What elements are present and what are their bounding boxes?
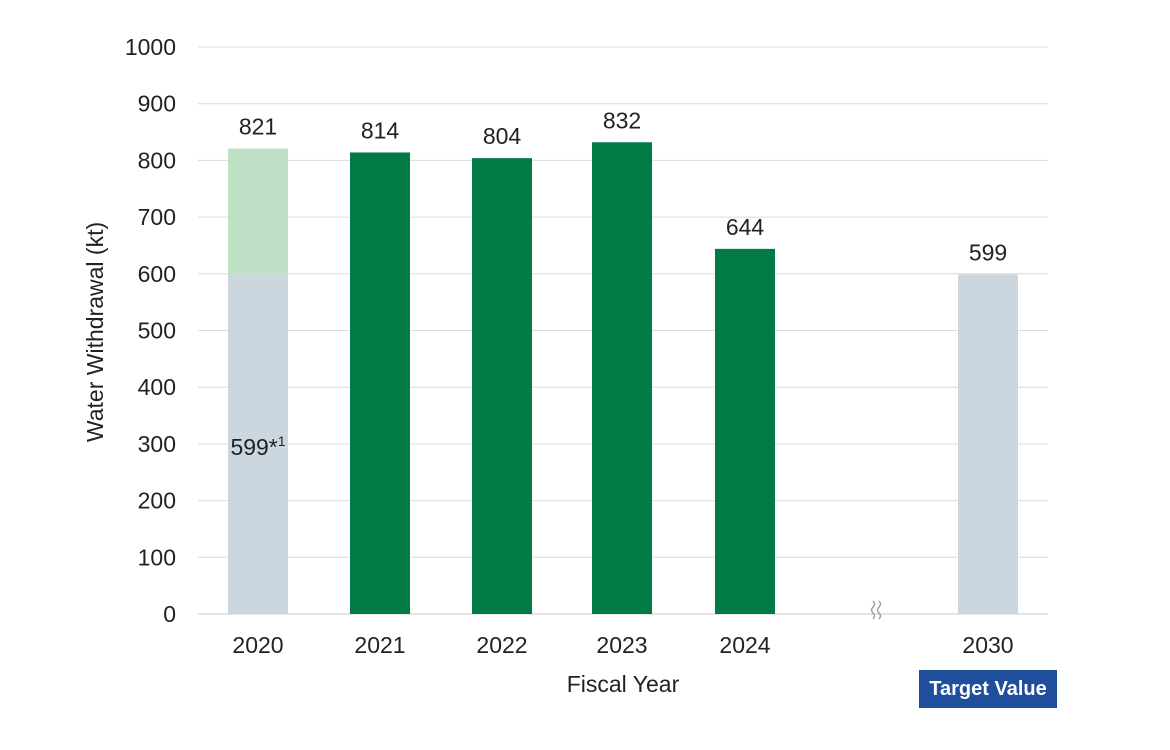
x-tick-label-2021: 2021 <box>354 632 405 658</box>
y-tick-label-300: 300 <box>138 431 176 457</box>
y-tick-label-400: 400 <box>138 374 176 400</box>
y-tick-label-100: 100 <box>138 544 176 570</box>
y-axis-title: Water Withdrawal (kt) <box>82 222 108 442</box>
bars <box>228 142 1018 615</box>
x-tick-label-2020: 2020 <box>232 632 283 658</box>
y-tick-label-500: 500 <box>138 318 176 344</box>
data-label-2030: 599 <box>969 239 1007 265</box>
data-label-2024: 644 <box>726 214 765 240</box>
x-axis-ticks: 2020 2021 2022 2023 2024 2030 <box>232 632 1013 658</box>
bar-2024-segment-2 <box>715 248 775 615</box>
y-tick-label-800: 800 <box>138 147 176 173</box>
y-tick-label-700: 700 <box>138 204 176 230</box>
axis-break-stroke-0 <box>870 600 876 620</box>
y-tick-label-900: 900 <box>138 91 176 117</box>
bar-2020-segment-0 <box>228 274 288 614</box>
x-axis-title: Fiscal Year <box>567 671 680 697</box>
x-tick-label-2023: 2023 <box>596 632 647 658</box>
axis-break-stroke-1 <box>876 600 882 620</box>
bar-2030-segment-0 <box>958 274 1018 614</box>
y-tick-label-0: 0 <box>163 601 176 627</box>
data-label-2020: 821 <box>239 113 277 139</box>
x-tick-label-2030: 2030 <box>962 632 1013 658</box>
y-axis-ticks: 0 100 200 300 400 500 600 700 800 900 1000 <box>125 34 176 627</box>
inner-label-2020: 599*1 <box>230 433 285 460</box>
target-value-badge: Target Value <box>919 670 1057 708</box>
y-tick-label-600: 600 <box>138 261 176 287</box>
x-tick-label-2022: 2022 <box>476 632 527 658</box>
y-tick-label-200: 200 <box>138 488 176 514</box>
bar-2020-segment-1 <box>228 148 288 275</box>
bar-2022-segment-2 <box>472 158 532 614</box>
data-label-2022: 804 <box>483 123 522 149</box>
axis-break-marker <box>870 600 882 620</box>
data-label-2023: 832 <box>603 107 641 133</box>
y-tick-label-1000: 1000 <box>125 34 176 60</box>
data-labels: 821 814 804 832 644 599 599*1 <box>230 107 1007 460</box>
bar-2023-segment-2 <box>592 142 652 615</box>
x-tick-label-2024: 2024 <box>719 632 770 658</box>
data-label-2021: 814 <box>361 117 400 143</box>
bar-2021-segment-2 <box>350 152 410 614</box>
